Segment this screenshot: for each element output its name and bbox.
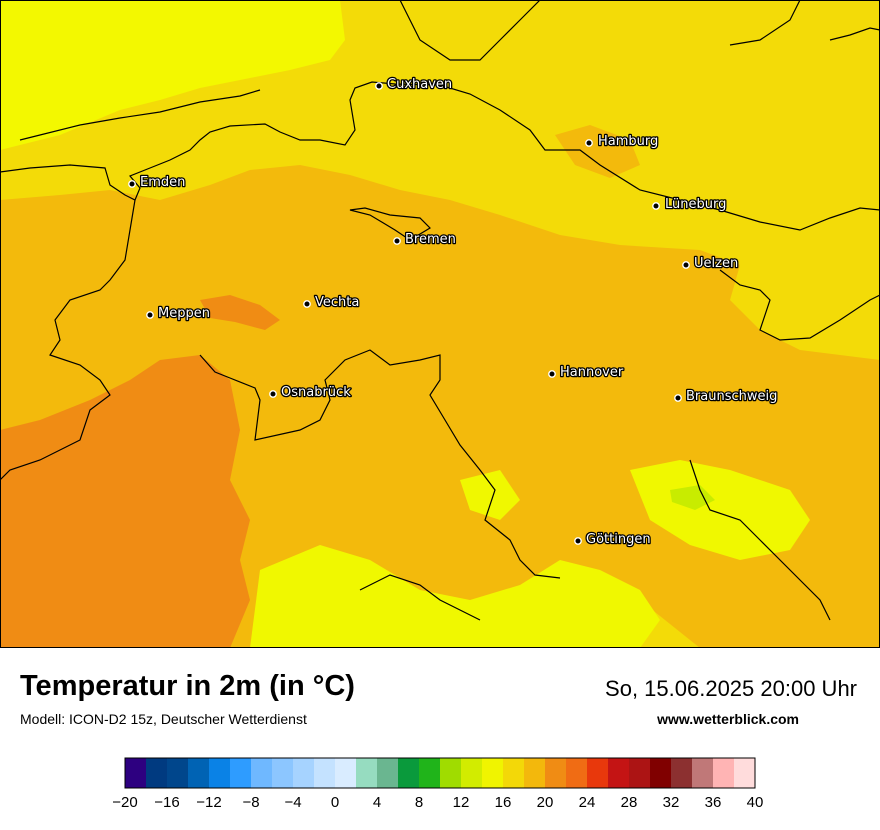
map-footer: Temperatur in 2m (in °C) Modell: ICON-D2… xyxy=(0,648,880,830)
legend-swatch xyxy=(230,758,252,788)
legend-tick-label: −8 xyxy=(242,794,259,811)
legend-swatch xyxy=(314,758,336,788)
legend-swatch xyxy=(251,758,273,788)
legend-frame xyxy=(124,757,756,789)
city-label: Hannover xyxy=(560,365,624,380)
temperature-legend: −20 −16 −12 −8 −4 0 4 8 12 16 20 24 28 32 36 40 xyxy=(112,757,764,811)
legend-swatch xyxy=(188,758,210,788)
legend-tick-label: −12 xyxy=(196,794,221,811)
city-goettingen: Göttingen xyxy=(574,531,652,548)
legend-tick-label: −4 xyxy=(284,794,301,811)
legend-tick-label: 16 xyxy=(495,794,512,811)
legend-swatch xyxy=(461,758,483,788)
city-label: Hamburg xyxy=(598,134,658,149)
city-label: Braunschweig xyxy=(686,389,777,404)
legend-swatch xyxy=(524,758,546,788)
legend-swatch xyxy=(482,758,504,788)
legend-tick-label: 8 xyxy=(415,794,423,811)
legend-swatch xyxy=(440,758,462,788)
cooler-patch-harz xyxy=(670,485,715,510)
legend-swatch xyxy=(356,758,378,788)
city-hannover: Hannover xyxy=(548,364,625,381)
city-label: Osnabrück xyxy=(281,385,351,400)
city-label: Uelzen xyxy=(694,256,738,271)
legend-tick-label: 32 xyxy=(663,794,680,811)
legend-swatch xyxy=(692,758,714,788)
city-label: Lüneburg xyxy=(665,197,726,212)
legend-tick-label: 0 xyxy=(331,794,339,811)
legend-swatch xyxy=(167,758,189,788)
legend-swatch xyxy=(713,758,735,788)
legend-swatch xyxy=(608,758,630,788)
city-osnabrueck: Osnabrück xyxy=(269,384,352,401)
model-source: Modell: ICON-D2 15z, Deutscher Wetterdie… xyxy=(20,711,307,727)
legend-swatch xyxy=(335,758,357,788)
hot-zone-southwest xyxy=(0,355,250,648)
cool-zone-harz xyxy=(630,460,810,560)
forecast-datetime: So, 15.06.2025 20:00 Uhr xyxy=(605,676,857,701)
city-label: Bremen xyxy=(405,232,456,247)
legend-tick-label: 40 xyxy=(747,794,764,811)
city-lueneburg: Lüneburg xyxy=(652,196,728,213)
legend-tick-label: 36 xyxy=(705,794,722,811)
legend-tick-label: 12 xyxy=(453,794,470,811)
city-meppen: Meppen xyxy=(146,305,211,322)
legend-swatch xyxy=(398,758,420,788)
legend-tick-label: −20 xyxy=(112,794,137,811)
city-label: Emden xyxy=(140,175,185,190)
legend-swatch xyxy=(629,758,651,788)
legend-swatch xyxy=(146,758,168,788)
cool-zone-hamburg xyxy=(555,125,640,178)
city-cuxhaven: Cuxhaven xyxy=(375,76,453,93)
city-markers: Cuxhaven Hamburg Emden Lüneburg Bremen U… xyxy=(128,76,779,548)
legend-tick-label: 28 xyxy=(621,794,638,811)
city-label: Vechta xyxy=(315,295,359,310)
temperature-map: Cuxhaven Hamburg Emden Lüneburg Bremen U… xyxy=(0,0,880,648)
legend-swatch xyxy=(566,758,588,788)
legend-swatch xyxy=(209,758,231,788)
legend-swatch xyxy=(545,758,567,788)
city-vechta: Vechta xyxy=(303,294,361,311)
city-label: Meppen xyxy=(158,306,210,321)
city-label: Göttingen xyxy=(586,532,651,547)
city-label: Cuxhaven xyxy=(387,77,452,92)
legend-swatch xyxy=(293,758,315,788)
city-emden: Emden xyxy=(128,174,187,191)
website-link[interactable]: www.wetterblick.com xyxy=(657,711,799,727)
legend-tick-label: 24 xyxy=(579,794,596,811)
borders xyxy=(0,0,880,621)
legend-swatch xyxy=(587,758,609,788)
legend-tick-label: −16 xyxy=(154,794,179,811)
legend-swatch xyxy=(650,758,672,788)
map-title: Temperatur in 2m (in °C) xyxy=(20,670,355,702)
legend-swatch xyxy=(671,758,693,788)
city-bremen: Bremen xyxy=(393,231,457,248)
legend-tick-label: 4 xyxy=(373,794,381,811)
legend-swatch xyxy=(503,758,525,788)
city-braunschweig: Braunschweig xyxy=(674,388,779,405)
cool-zone-south xyxy=(250,545,660,648)
legend-swatch xyxy=(125,758,147,788)
legend-swatch xyxy=(377,758,399,788)
legend-swatch xyxy=(419,758,441,788)
legend-tick-label: 20 xyxy=(537,794,554,811)
legend-swatch xyxy=(734,758,756,788)
legend-swatch xyxy=(272,758,294,788)
city-hamburg: Hamburg xyxy=(585,133,660,150)
city-uelzen: Uelzen xyxy=(682,255,739,272)
cool-zone-weser xyxy=(460,470,520,520)
hot-patch-meppen xyxy=(200,295,280,330)
